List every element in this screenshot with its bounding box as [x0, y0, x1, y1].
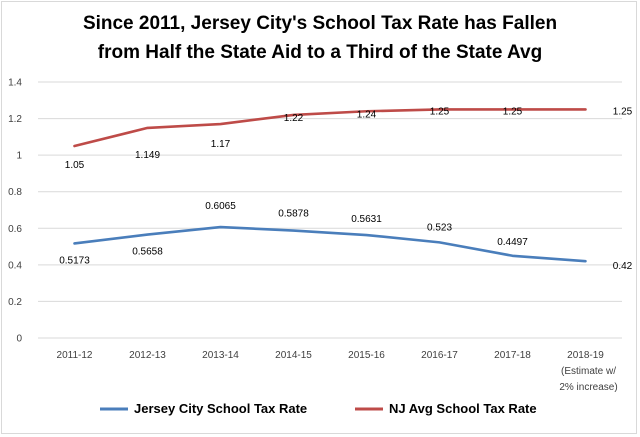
data-label: 1.24	[357, 109, 377, 120]
data-label: 1.149	[135, 150, 160, 161]
chart-title-line-1: Since 2011, Jersey City's School Tax Rat…	[83, 13, 557, 34]
series-lines	[73, 108, 587, 263]
data-label: 0.6065	[205, 201, 236, 212]
data-labels: 0.5173 0.5658 0.6065 0.5878 0.5631 0.523 0.449…	[59, 106, 632, 272]
x-axis-ticks: 2011-12 2012-13 2013-14 2014-15 2015-16 2016-…	[57, 350, 618, 393]
x-tick-label: 2011-12	[57, 350, 93, 361]
data-label: 0.523	[427, 222, 452, 233]
y-tick-label: 1.4	[8, 78, 22, 89]
x-tick-label: 2015-16	[348, 350, 385, 361]
y-tick-label: 0.6	[8, 224, 22, 235]
data-label: 1.17	[211, 139, 231, 150]
legend: Jersey City School Tax Rate NJ Avg School…	[100, 401, 537, 416]
series-line-jersey-city	[73, 225, 587, 263]
chart-title-line-2: from Half the State Aid to a Third of th…	[98, 42, 542, 63]
data-label: 1.25	[430, 106, 450, 117]
x-tick-label: 2016-17	[421, 350, 458, 361]
legend-label: Jersey City School Tax Rate	[134, 401, 307, 416]
x-tick-label: 2018-19	[567, 350, 604, 361]
gridlines	[38, 81, 622, 339]
x-tick-label: 2014-15	[275, 350, 312, 361]
x-tick-label: 2013-14	[202, 350, 239, 361]
data-label: 0.5631	[351, 214, 382, 225]
data-label: 1.25	[503, 106, 523, 117]
y-tick-label: 1	[16, 151, 22, 162]
data-label: 0.42	[613, 261, 633, 272]
x-tick-note: (Estimate w/	[561, 366, 616, 377]
data-label: 0.5878	[278, 209, 309, 220]
x-tick-label: 2012-13	[129, 350, 166, 361]
series-line-nj-avg	[73, 108, 587, 148]
data-label: 0.4497	[497, 237, 528, 248]
y-tick-label: 0	[16, 334, 22, 345]
data-label: 0.5173	[59, 255, 90, 266]
data-label: 1.25	[613, 106, 633, 117]
y-tick-label: 0.8	[8, 187, 22, 198]
y-axis-ticks: 0 0.2 0.4 0.6 0.8 1 1.2 1.4	[8, 78, 22, 345]
data-label: 1.05	[65, 160, 85, 171]
legend-label: NJ Avg School Tax Rate	[389, 401, 537, 416]
y-tick-label: 0.4	[8, 260, 22, 271]
y-tick-label: 1.2	[8, 114, 22, 125]
y-tick-label: 0.2	[8, 297, 22, 308]
x-tick-note: 2% increase)	[559, 382, 617, 393]
data-label: 1.22	[284, 113, 304, 124]
x-tick-label: 2017-18	[494, 350, 531, 361]
data-label: 0.5658	[132, 247, 163, 258]
